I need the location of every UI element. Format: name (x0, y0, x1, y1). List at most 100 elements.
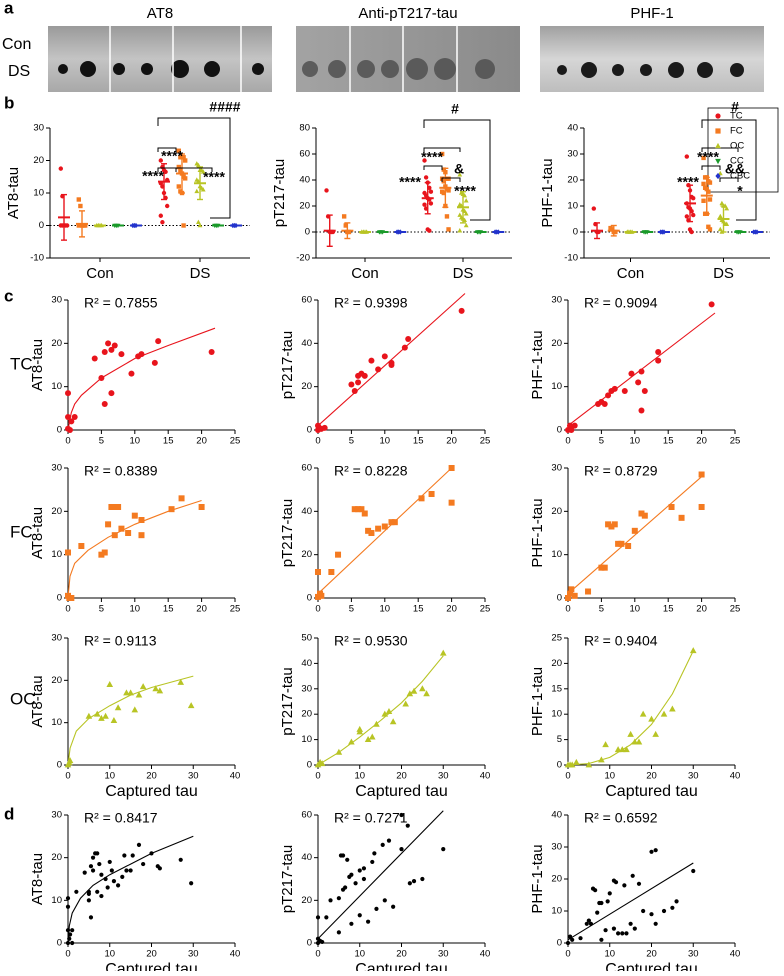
data-point (111, 342, 118, 349)
data-point (356, 725, 364, 732)
data-point (458, 307, 465, 314)
data-point (588, 921, 594, 926)
data-point (578, 936, 583, 941)
data-point (364, 736, 372, 742)
x-tick-label: DS (713, 265, 734, 282)
x-tick-label: 20 (696, 604, 707, 615)
data-point (701, 181, 706, 187)
data-point (138, 532, 145, 539)
annotation: **** (677, 174, 699, 190)
data-point (90, 868, 96, 873)
data-point (108, 346, 115, 353)
data-point (318, 760, 326, 767)
y-tick-label: 10 (551, 549, 562, 560)
x-tick-label: 5 (599, 604, 604, 615)
data-point (181, 223, 186, 228)
panel-label: b (4, 93, 14, 112)
data-point (315, 915, 321, 920)
y-axis-label: pT217-tau (271, 159, 288, 227)
data-point (605, 899, 610, 904)
data-point (388, 519, 395, 526)
x-tick-label: 10 (354, 949, 365, 960)
data-point (670, 905, 675, 910)
x-tick-label: 5 (349, 604, 354, 615)
data-point (348, 738, 355, 745)
data-point (707, 227, 713, 232)
data-point (689, 647, 697, 654)
data-point (568, 761, 576, 768)
bracket (157, 117, 231, 219)
x-tick-label: 0 (565, 604, 570, 615)
y-tick-label: 40 (301, 658, 312, 669)
data-point (401, 344, 408, 351)
x-tick-label: 15 (663, 436, 674, 447)
x-tick-label: Con (86, 265, 114, 282)
y-axis-label: AT8-tau (5, 167, 22, 219)
y-tick-label: 30 (551, 463, 562, 474)
y-tick-label: 20 (301, 895, 312, 906)
data-point (107, 859, 112, 865)
data-point (655, 349, 662, 355)
data-point (95, 851, 100, 856)
data-point (593, 888, 598, 893)
x-tick-label: 10 (630, 436, 641, 447)
r2-label: R² = 0.8228 (334, 463, 408, 479)
x-tick-label: 15 (163, 436, 174, 447)
y-tick-label: 0 (307, 593, 312, 604)
data-point (141, 861, 146, 867)
data-point (585, 588, 592, 595)
data-point (111, 879, 117, 884)
data-point (181, 155, 186, 160)
data-point (649, 912, 654, 917)
y-tick-label: 20 (51, 506, 62, 517)
data-point (419, 685, 426, 692)
data-point (139, 683, 147, 690)
bracket (719, 177, 739, 182)
data-point (176, 184, 181, 189)
x-tick-label: 5 (599, 436, 604, 447)
y-tick-label: 10 (33, 188, 44, 199)
data-point (684, 214, 690, 219)
data-point (635, 379, 642, 386)
data-point (571, 592, 578, 599)
data-point (448, 465, 455, 471)
panel-label: a (4, 0, 14, 17)
data-point (98, 375, 105, 381)
panel-label: c (4, 286, 13, 305)
data-point (601, 401, 608, 407)
legend-label: CBC (730, 171, 750, 182)
data-point (68, 595, 75, 601)
data-point (65, 414, 71, 420)
x-tick-label: 15 (663, 604, 674, 615)
data-point (375, 525, 382, 532)
data-point (406, 690, 414, 697)
data-point (194, 188, 200, 194)
fit-line (567, 650, 694, 766)
data-point (358, 506, 365, 513)
data-point (116, 883, 121, 888)
x-tick-label: 25 (730, 436, 741, 447)
y-tick-label: 60 (301, 463, 312, 474)
data-point (608, 523, 615, 530)
y-tick-label: 40 (301, 852, 312, 863)
data-point (630, 873, 635, 878)
y-tick-label: 10 (301, 734, 312, 745)
data-point (176, 164, 181, 170)
data-point (457, 228, 463, 233)
blot-phf1 (540, 26, 764, 92)
data-point (324, 188, 329, 193)
data-point (108, 390, 115, 397)
data-point (368, 357, 375, 364)
y-tick-label: 30 (33, 123, 44, 134)
data-point (374, 906, 379, 911)
y-tick-label: 40 (551, 810, 562, 821)
legend-marker (715, 128, 721, 134)
x-tick-label: 10 (604, 949, 615, 960)
data-point (328, 569, 335, 575)
data-point (428, 189, 434, 194)
data-point (567, 934, 573, 939)
data-point (102, 712, 109, 719)
data-point (138, 517, 145, 523)
y-tick-label: 40 (567, 123, 578, 134)
data-point (641, 908, 646, 914)
